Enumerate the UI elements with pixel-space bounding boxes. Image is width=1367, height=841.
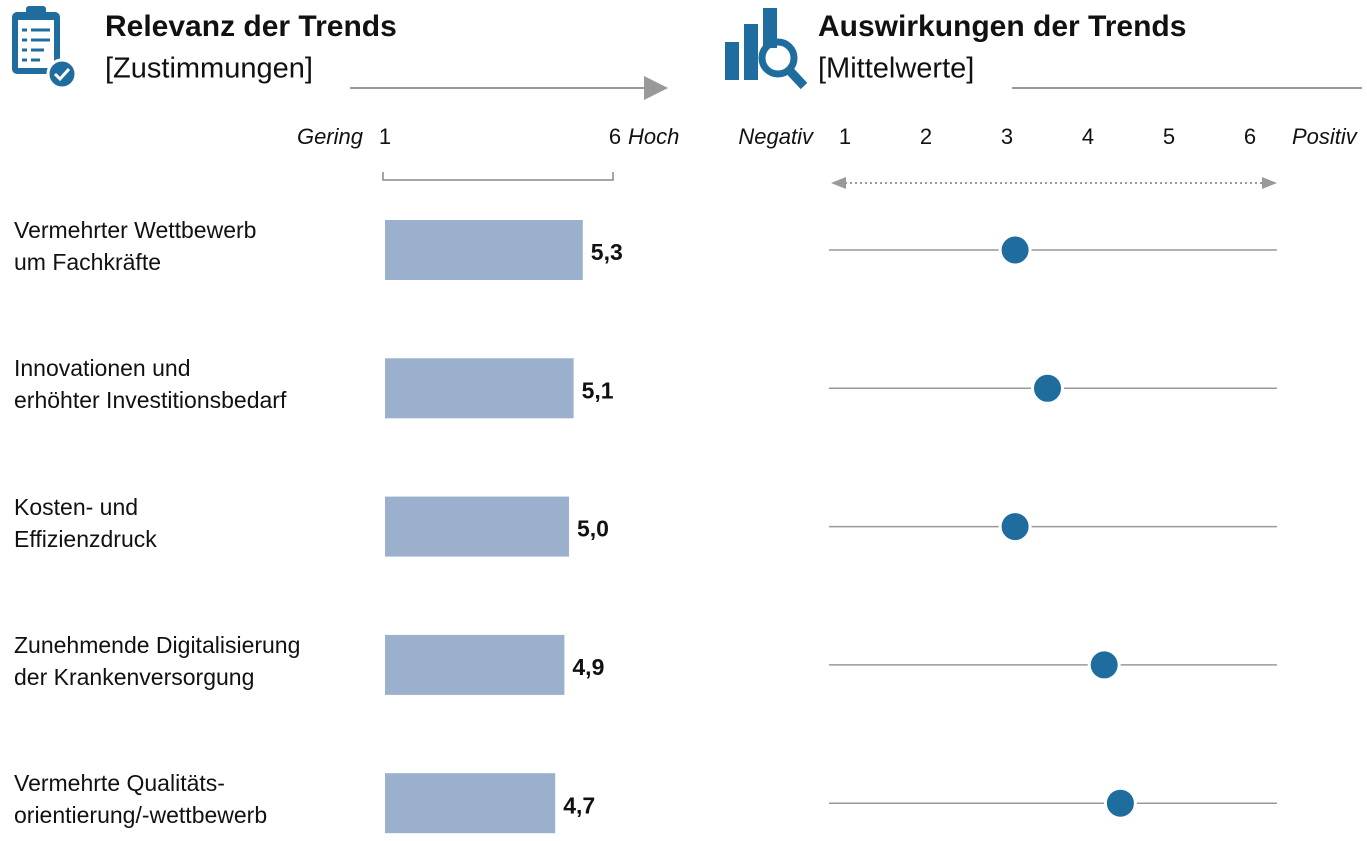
dot xyxy=(998,510,1032,544)
x-tick-label: 6 xyxy=(1244,124,1256,149)
left-title: Relevanz der Trends xyxy=(105,10,397,43)
value-label: 4,7 xyxy=(563,792,595,818)
bar xyxy=(385,220,583,280)
value-label: 5,1 xyxy=(582,377,614,403)
axis-bracket xyxy=(382,172,614,181)
category-label: Vermehrte Qualitäts- orientierung/-wettb… xyxy=(14,770,268,829)
axis-high-label: Hoch xyxy=(628,124,679,149)
axis-low-label: Negativ xyxy=(738,124,815,149)
right-title: Auswirkungen der Trends xyxy=(818,10,1186,43)
x-tick-label: 1 xyxy=(839,124,851,149)
bar xyxy=(385,773,556,834)
value-label: 4,9 xyxy=(572,654,604,680)
x-tick-label: 6 xyxy=(609,124,621,149)
dot xyxy=(998,233,1032,267)
x-tick-label: 5 xyxy=(1163,124,1175,149)
x-tick-label: 2 xyxy=(920,124,932,149)
x-tick-label: 3 xyxy=(1001,124,1013,149)
category-label: Innovationen und erhöhter Investitionsbe… xyxy=(14,355,287,414)
header-arrow xyxy=(644,76,668,100)
x-tick-label: 4 xyxy=(1082,124,1094,149)
bar xyxy=(385,358,574,419)
category-label: Kosten- und Effizienzdruck xyxy=(14,493,157,552)
axis-arrowhead xyxy=(831,177,846,189)
left-subtitle: [Zustimmungen] xyxy=(105,53,313,85)
x-tick-label: 1 xyxy=(379,124,391,149)
analysis-icon xyxy=(725,8,808,90)
bar xyxy=(385,634,565,695)
clipboard-icon xyxy=(12,6,78,90)
category-label: Vermehrter Wettbewerb um Fachkräfte xyxy=(14,217,257,275)
category-label: Zunehmende Digitalisierung der Krankenve… xyxy=(14,631,301,690)
value-label: 5,0 xyxy=(577,516,609,542)
dot xyxy=(1087,648,1121,682)
dot xyxy=(1103,786,1137,820)
bar xyxy=(385,496,569,557)
dot xyxy=(1031,371,1064,405)
value-label: 5,3 xyxy=(591,239,623,265)
axis-high-label: Positiv xyxy=(1292,124,1359,149)
axis-arrowhead xyxy=(1262,177,1277,189)
axis-low-label: Gering xyxy=(297,124,364,149)
right-subtitle: [Mittelwerte] xyxy=(818,53,974,85)
